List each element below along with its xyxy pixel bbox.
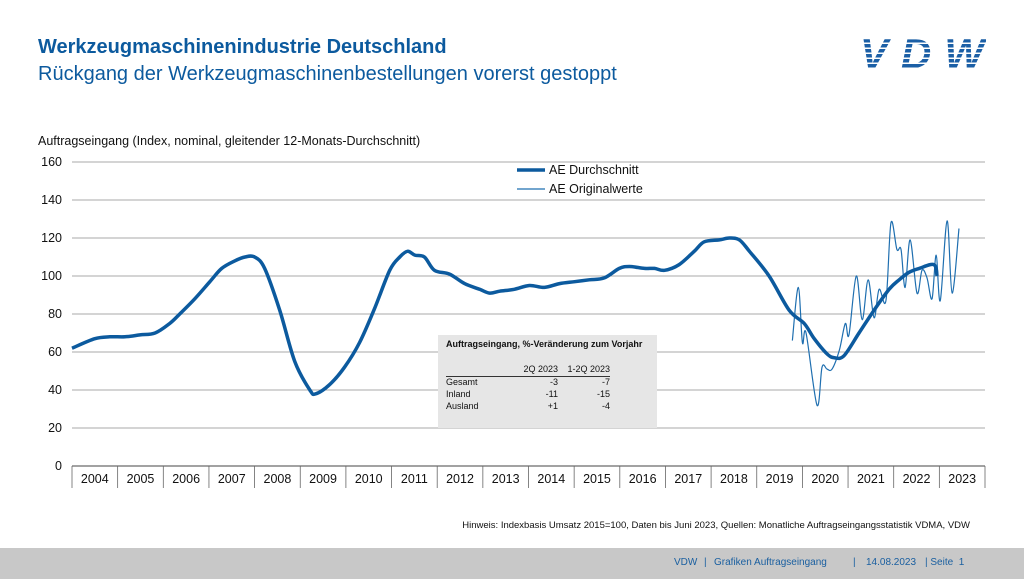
x-tick-label: 2012 [446, 472, 474, 486]
col-header: 2Q 2023 [506, 364, 558, 377]
x-tick-label: 2014 [537, 472, 565, 486]
x-tick-label: 2004 [81, 472, 109, 486]
x-tick-label: 2022 [903, 472, 931, 486]
y-tick-label: 80 [48, 307, 62, 321]
table-row: Ausland +1 -4 [446, 401, 610, 413]
y-tick-label: 160 [41, 155, 62, 169]
x-tick-label: 2013 [492, 472, 520, 486]
series-line-durchschnitt [71, 236, 939, 397]
table-title: Auftragseingang, %-Veränderung zum Vorja… [446, 339, 643, 349]
y-tick-label: 100 [41, 269, 62, 283]
page-title: Werkzeugmaschinenindustrie Deutschland [38, 36, 447, 58]
y-tick-label: 60 [48, 345, 62, 359]
footer-doc: Grafiken Auftragseingang [714, 557, 827, 568]
x-tick-label: 2006 [172, 472, 200, 486]
x-tick-label: 2015 [583, 472, 611, 486]
cell: Gesamt [446, 377, 478, 387]
change-table: Auftragseingang, %-Veränderung zum Vorja… [438, 335, 657, 428]
cell: -15 [596, 389, 610, 399]
svg-text:VDW: VDW [860, 34, 986, 74]
footer-page: | Seite 1 [925, 557, 965, 568]
x-tick-label: 2018 [720, 472, 748, 486]
series-line-originalwerte [791, 220, 960, 407]
source-note: Hinweis: Indexbasis Umsatz 2015=100, Dat… [462, 520, 970, 531]
table-row: Inland -11 -15 [446, 389, 610, 401]
y-tick-label: 40 [48, 383, 62, 397]
legend-label: AE Originalwerte [549, 182, 643, 196]
line-chart: 0 20 40 60 80 100 120 140 160 2004 2005 2006 2007 200… [41, 155, 986, 488]
y-axis-label: Auftragseingang (Index, nominal, gleiten… [38, 134, 421, 148]
footer-bar: VDW | Grafiken Auftragseingang | 14.08.2… [0, 548, 1024, 579]
x-tick-label: 2005 [127, 472, 155, 486]
footer-sep: | [853, 557, 856, 568]
x-tick-label: 2021 [857, 472, 885, 486]
y-tick-label: 120 [41, 231, 62, 245]
y-tick-label: 0 [55, 459, 62, 473]
cell: -7 [601, 377, 610, 387]
x-tick-label: 2010 [355, 472, 383, 486]
cell: -4 [601, 401, 610, 411]
cell: -11 [545, 389, 558, 399]
cell: Ausland [446, 401, 479, 411]
x-tick-label: 2017 [674, 472, 702, 486]
vdw-logo: VDW [860, 34, 986, 74]
cell: -3 [549, 377, 558, 387]
x-tick-label: 2011 [401, 472, 428, 486]
x-tick-label: 2023 [948, 472, 976, 486]
cell: +1 [547, 401, 558, 411]
footer-sep: | [704, 557, 707, 568]
x-tick-label: 2016 [629, 472, 657, 486]
x-tick-label: 2020 [811, 472, 839, 486]
y-tick-label: 140 [41, 193, 62, 207]
x-tick-label: 2009 [309, 472, 337, 486]
legend-label: AE Durchschnitt [549, 163, 639, 177]
page-subtitle: Rückgang der Werkzeugmaschinenbestellung… [38, 63, 617, 85]
x-tick-label: 2019 [766, 472, 794, 486]
col-header: 1-2Q 2023 [558, 364, 610, 377]
table-row: Gesamt -3 -7 [446, 377, 610, 390]
x-tick-label: 2007 [218, 472, 246, 486]
x-tick-label: 2008 [264, 472, 292, 486]
footer-date: 14.08.2023 [866, 557, 917, 568]
footer-org: VDW [674, 557, 698, 568]
y-tick-label: 20 [48, 421, 62, 435]
cell: Inland [446, 389, 471, 399]
col-header [446, 364, 506, 377]
